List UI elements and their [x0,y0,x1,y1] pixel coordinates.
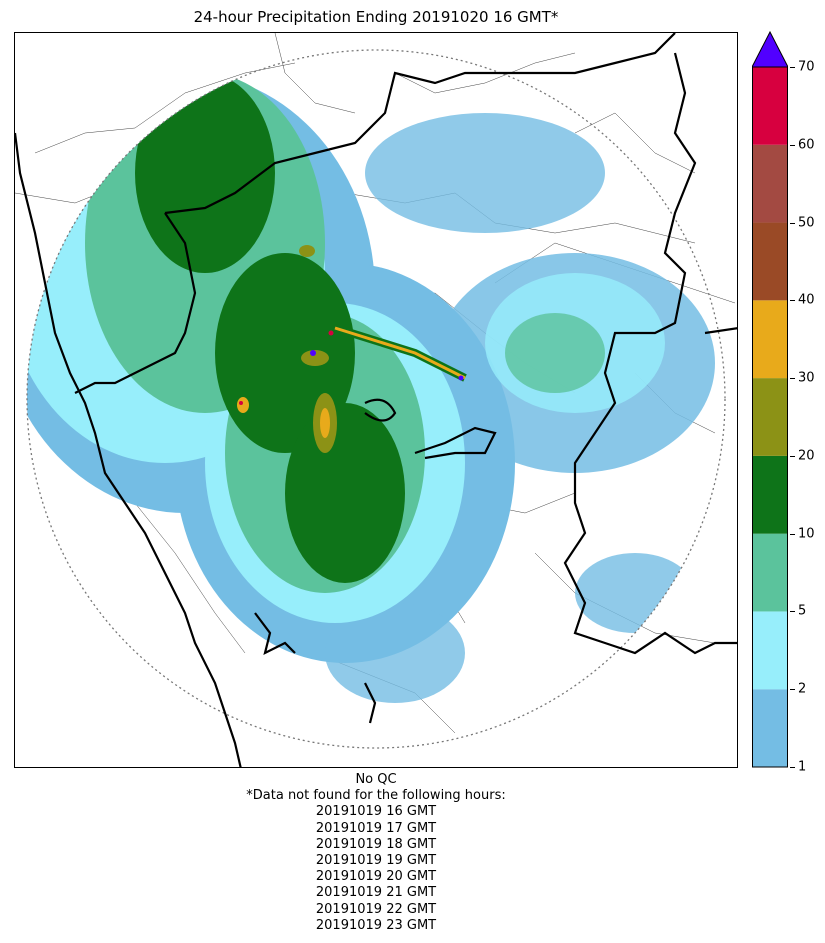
colorbar-tick-mark [790,378,795,380]
colorbar-bin [752,67,788,145]
colorbar-tick-label: 5 [798,603,807,619]
radar-range-ring [26,49,726,749]
colorbar-tick-mark [790,611,795,613]
colorbar-frame [752,66,788,768]
missing-hour: 20191019 21 GMT [315,885,437,901]
colorbar-tick-mark [790,222,795,224]
colorbar-tick-mark [790,300,795,302]
state-boundaries [15,33,737,767]
missing-hour: 20191019 22 GMT [315,901,437,917]
colorbar-tick-label: 40 [798,292,815,308]
colorbar-tick-mark [790,455,795,457]
map-title: 24-hour Precipitation Ending 20191020 16… [193,8,559,26]
missing-hour: 20191019 23 GMT [315,917,437,933]
colorbar-tick-label: 70 [798,59,815,75]
missing-hour: 20191019 17 GMT [315,820,437,836]
colorbar-tick-label: 10 [798,526,815,542]
colorbar-ticks: 1 2 5 10 20 30 40 50 60 70 [790,0,825,943]
colorbar-tick-label: 1 [798,759,807,775]
colorbar [752,30,788,768]
colorbar-tick-mark [790,144,795,146]
colorbar-tick-mark [790,533,795,535]
colorbar-tick-mark [790,67,795,68]
missing-hour: 20191019 19 GMT [315,853,437,869]
missing-hour: 20191019 18 GMT [315,836,437,852]
colorbar-overflow-arrow [752,30,788,68]
footer-notes: No QC *Data not found for the following … [14,772,738,934]
colorbar-tick-label: 2 [798,681,807,697]
colorbar-tick-label: 30 [798,370,815,386]
colorbar-tick-mark [790,767,795,768]
missing-hour: 20191019 16 GMT [315,804,437,820]
colorbar-tick-label: 50 [798,215,815,231]
colorbar-bin [752,689,788,767]
colorbar-bin [752,455,788,534]
colorbar-bin [752,378,788,456]
colorbar-tick-mark [790,689,795,691]
missing-data-note: *Data not found for the following hours: [246,788,506,804]
colorbar-tick-label: 60 [798,137,815,153]
qc-status: No QC [355,772,397,787]
missing-hour: 20191019 20 GMT [315,869,437,885]
colorbar-bin [752,222,788,301]
colorbar-bin [752,300,788,379]
colorbar-tick-label: 20 [798,448,815,464]
colorbar-bin [752,144,788,223]
colorbar-bin [752,611,788,690]
precipitation-map [14,32,738,768]
map-canvas [15,33,737,767]
colorbar-bin [752,533,788,612]
